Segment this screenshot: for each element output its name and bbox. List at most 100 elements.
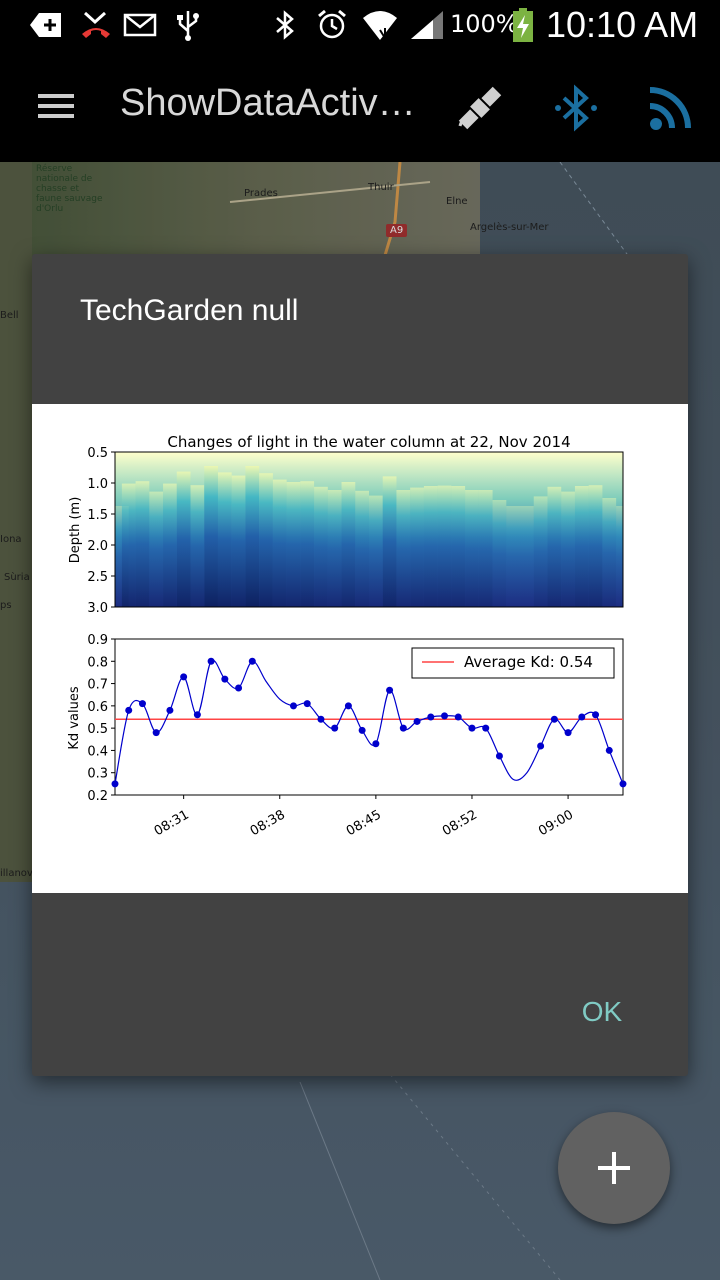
- kd-data-point: [289, 702, 297, 710]
- kd-data-point: [482, 724, 490, 732]
- heatmap-column: [231, 475, 246, 607]
- line-ytick-label: 0.6: [87, 700, 108, 715]
- heatmap-column: [355, 490, 369, 607]
- map-label-bell: Bell: [0, 310, 19, 321]
- heatmap-frame: [114, 451, 624, 608]
- heatmap-ytick-label: 1.0: [87, 477, 108, 492]
- heatmap-column: [465, 490, 479, 607]
- heatmap-column: [149, 491, 164, 607]
- kd-data-point: [372, 740, 380, 748]
- heatmap-column: [190, 485, 205, 607]
- heatmap-column: [451, 486, 466, 607]
- kd-data-point: [166, 706, 174, 714]
- heatmap-column: [533, 496, 548, 607]
- line-ylabel: Kd values: [67, 686, 82, 749]
- wifi-icon: [360, 8, 400, 42]
- heatmap-column: [369, 495, 383, 607]
- menu-button[interactable]: [30, 86, 82, 126]
- heatmap-plot: [114, 451, 624, 608]
- line-ytick-label: 0.4: [87, 744, 108, 759]
- map-land-west: [0, 162, 32, 882]
- heatmap-column: [121, 483, 136, 607]
- chart-svg: Changes of light in the water column at …: [67, 433, 627, 839]
- mail-icon: [122, 8, 158, 42]
- line-ytick-label: 0.7: [87, 678, 108, 693]
- heatmap-ytick-label: 2.0: [87, 539, 108, 554]
- line-xtick-label: 08:31: [152, 807, 192, 839]
- heatmap-column: [410, 487, 424, 607]
- heatmap-column: [176, 471, 191, 607]
- heatmap-column: [135, 481, 150, 607]
- app-title: ShowDataActiv…: [120, 82, 416, 124]
- heatmap-ytick-label: 1.5: [87, 508, 108, 523]
- map-label-iona: Iona: [0, 534, 22, 545]
- line-xtick-label: 08:38: [248, 807, 288, 839]
- ok-button[interactable]: OK: [581, 996, 623, 1027]
- heatmap-column: [382, 476, 397, 607]
- kd-data-point: [495, 752, 503, 760]
- heatmap-column: [588, 485, 603, 607]
- kd-data-point: [399, 724, 407, 732]
- data-dialog: TechGarden null Changes of light in the: [32, 254, 688, 1076]
- line-ytick-label: 0.9: [87, 633, 108, 648]
- heatmap-title: Changes of light in the water column at …: [167, 433, 570, 451]
- map-label-ps: ps: [0, 600, 12, 611]
- heatmap-column: [300, 481, 315, 607]
- add-notification-icon: [28, 8, 64, 42]
- kd-data-point: [303, 700, 311, 708]
- line-ytick-label: 0.3: [87, 767, 108, 782]
- heatmap-column: [492, 500, 507, 607]
- kd-data-point: [537, 742, 545, 750]
- bluetooth-toggle-icon[interactable]: [548, 80, 604, 136]
- app-bar: ShowDataActiv…: [0, 50, 720, 162]
- heatmap-column: [259, 473, 273, 607]
- heatmap-column: [506, 506, 521, 607]
- map-label-illanov: illanov: [0, 868, 33, 879]
- kd-data-point: [331, 724, 339, 732]
- line-xtick-label: 08:52: [440, 807, 480, 839]
- line-ytick-label: 0.8: [87, 655, 108, 670]
- kd-data-point: [619, 780, 627, 788]
- bluetooth-icon: [270, 8, 300, 42]
- menu-icon: [38, 94, 74, 98]
- line-ytick-label: 0.5: [87, 722, 108, 737]
- road-badge: A9: [386, 224, 408, 237]
- kd-data-point: [207, 657, 215, 665]
- kd-data-point: [152, 729, 160, 737]
- heatmap-column: [396, 490, 411, 607]
- heatmap-column: [204, 466, 218, 607]
- kd-data-point: [454, 713, 462, 721]
- heatmap-column: [245, 466, 260, 607]
- kd-data-point: [578, 713, 586, 721]
- dialog-title: TechGarden null: [80, 294, 299, 327]
- heatmap-column: [314, 486, 328, 607]
- kd-data-point: [564, 729, 572, 737]
- clock: 10:10 AM: [546, 4, 699, 45]
- heatmap-column: [602, 498, 617, 607]
- map-land: [0, 162, 480, 272]
- heatmap-column: [478, 490, 493, 607]
- line-xtick-label: 08:45: [344, 807, 384, 839]
- kd-data-point: [248, 657, 256, 665]
- usb-icon: [172, 8, 204, 42]
- kd-data-point: [413, 717, 421, 725]
- signal-icon: [408, 8, 446, 42]
- missed-call-icon: [78, 8, 114, 42]
- kd-data-point: [605, 746, 613, 754]
- heatmap-ytick-label: 0.5: [87, 446, 108, 461]
- line-xtick-label: 09:00: [536, 807, 576, 839]
- rss-feed-icon[interactable]: [642, 80, 698, 136]
- kd-data-point: [138, 700, 146, 708]
- kd-data-point: [317, 715, 325, 723]
- heatmap-column: [547, 486, 562, 607]
- add-fab-button[interactable]: [558, 1112, 670, 1224]
- kd-data-point: [427, 713, 435, 721]
- heatmap-column: [163, 483, 177, 607]
- map-label-reserve: Réserve nationale de chasse et faune sau…: [36, 164, 103, 214]
- satellite-icon[interactable]: [452, 80, 508, 136]
- heatmap-column: [341, 482, 356, 607]
- kd-data-point: [221, 675, 229, 683]
- heatmap-column: [272, 479, 287, 607]
- kd-data-point: [193, 711, 201, 719]
- legend: Average Kd: 0.54: [411, 647, 615, 679]
